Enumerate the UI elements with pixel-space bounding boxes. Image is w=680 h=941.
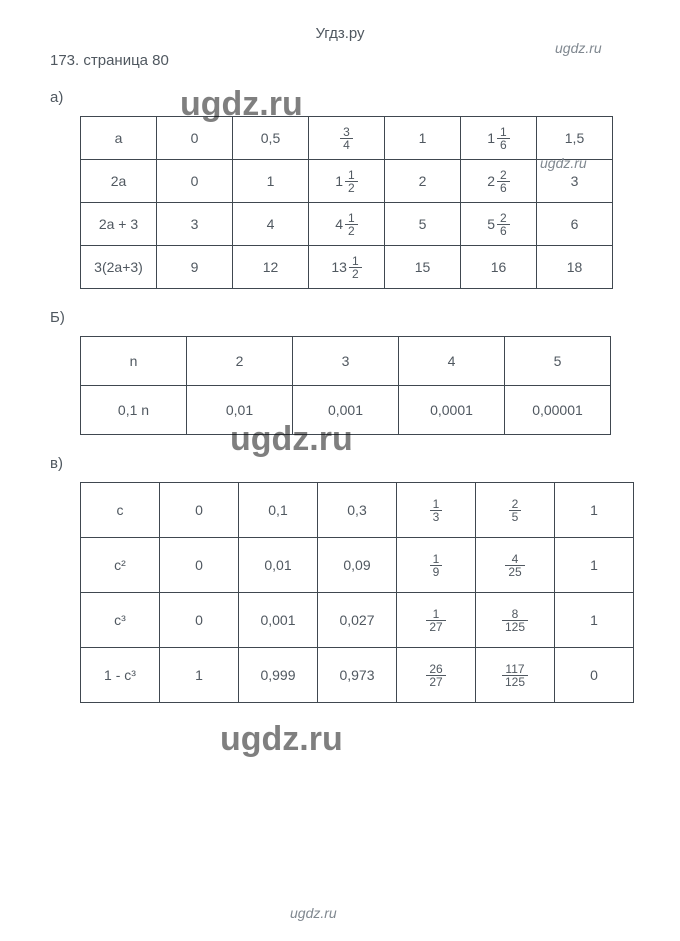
cell: 0,001: [239, 593, 318, 648]
cell: 6: [537, 203, 613, 246]
row-header: c: [81, 483, 160, 538]
cell: 1312: [309, 246, 385, 289]
cell: 0,3: [318, 483, 397, 538]
table-row: 0,1 n0,010,0010,00010,00001: [81, 386, 611, 435]
section-a-label: а): [50, 89, 640, 106]
cell: 9: [157, 246, 233, 289]
cell: 0: [157, 117, 233, 160]
cell: 5: [385, 203, 461, 246]
cell: 4: [399, 337, 505, 386]
cell: 0,00001: [505, 386, 611, 435]
cell: 425: [476, 538, 555, 593]
cell: 412: [309, 203, 385, 246]
cell: 3: [157, 203, 233, 246]
cell: 1: [555, 593, 634, 648]
cell: 116: [461, 117, 537, 160]
row-header: c²: [81, 538, 160, 593]
cell: 0,01: [239, 538, 318, 593]
cell: 8125: [476, 593, 555, 648]
cell: 0,5: [233, 117, 309, 160]
table-row: 2a0111222263: [81, 160, 613, 203]
cell: 0: [160, 593, 239, 648]
cell: 0: [157, 160, 233, 203]
watermark-large: ugdz.ru: [220, 720, 343, 759]
cell: 1: [385, 117, 461, 160]
table-row: 3(2a+3)9121312151618: [81, 246, 613, 289]
cell: 0,1 n: [81, 386, 187, 435]
table-row: a00,53411161,5: [81, 117, 613, 160]
row-header: 2a: [81, 160, 157, 203]
table-row: 2a + 33441255266: [81, 203, 613, 246]
cell: 526: [461, 203, 537, 246]
table-row: 1 - c³10,9990,97326271171250: [81, 648, 634, 703]
row-header: a: [81, 117, 157, 160]
cell: 117125: [476, 648, 555, 703]
cell: 2: [187, 337, 293, 386]
cell: 0,01: [187, 386, 293, 435]
cell: 25: [476, 483, 555, 538]
cell: 15: [385, 246, 461, 289]
cell: 0,027: [318, 593, 397, 648]
cell: 19: [397, 538, 476, 593]
cell: 2: [385, 160, 461, 203]
row-header: 2a + 3: [81, 203, 157, 246]
cell: 0: [160, 538, 239, 593]
cell: 0: [160, 483, 239, 538]
cell: 0,09: [318, 538, 397, 593]
cell: 0,999: [239, 648, 318, 703]
table-row: n2345: [81, 337, 611, 386]
cell: 0,001: [293, 386, 399, 435]
cell: 12: [233, 246, 309, 289]
cell: 226: [461, 160, 537, 203]
table-b: n23450,1 n0,010,0010,00010,00001: [80, 336, 611, 435]
table-c: c00,10,313251c²00,010,09194251c³00,0010,…: [80, 482, 634, 703]
row-header: c³: [81, 593, 160, 648]
cell: 4: [233, 203, 309, 246]
cell: 1: [233, 160, 309, 203]
cell: 2627: [397, 648, 476, 703]
cell: 1: [555, 538, 634, 593]
cell: 0: [555, 648, 634, 703]
cell: 0,973: [318, 648, 397, 703]
cell: 127: [397, 593, 476, 648]
cell: 0,1: [239, 483, 318, 538]
problem-number: 173. страница 80: [50, 52, 640, 69]
cell: 13: [397, 483, 476, 538]
cell: 18: [537, 246, 613, 289]
table-row: c00,10,313251: [81, 483, 634, 538]
row-header: 3(2a+3): [81, 246, 157, 289]
cell: 3: [537, 160, 613, 203]
cell: 3: [293, 337, 399, 386]
table-a: a00,53411161,52a01112222632a + 334412552…: [80, 116, 613, 289]
section-b-label: Б): [50, 309, 640, 326]
watermark-small: ugdz.ru: [290, 905, 337, 921]
table-row: c²00,010,09194251: [81, 538, 634, 593]
row-header: 1 - c³: [81, 648, 160, 703]
cell: 1,5: [537, 117, 613, 160]
cell: 1: [160, 648, 239, 703]
cell: 1: [555, 483, 634, 538]
cell: n: [81, 337, 187, 386]
cell: 16: [461, 246, 537, 289]
cell: 34: [309, 117, 385, 160]
page-header: Угдз.ру: [40, 25, 640, 42]
section-c-label: в): [50, 455, 640, 472]
cell: 112: [309, 160, 385, 203]
cell: 5: [505, 337, 611, 386]
table-row: c³00,0010,02712781251: [81, 593, 634, 648]
cell: 0,0001: [399, 386, 505, 435]
